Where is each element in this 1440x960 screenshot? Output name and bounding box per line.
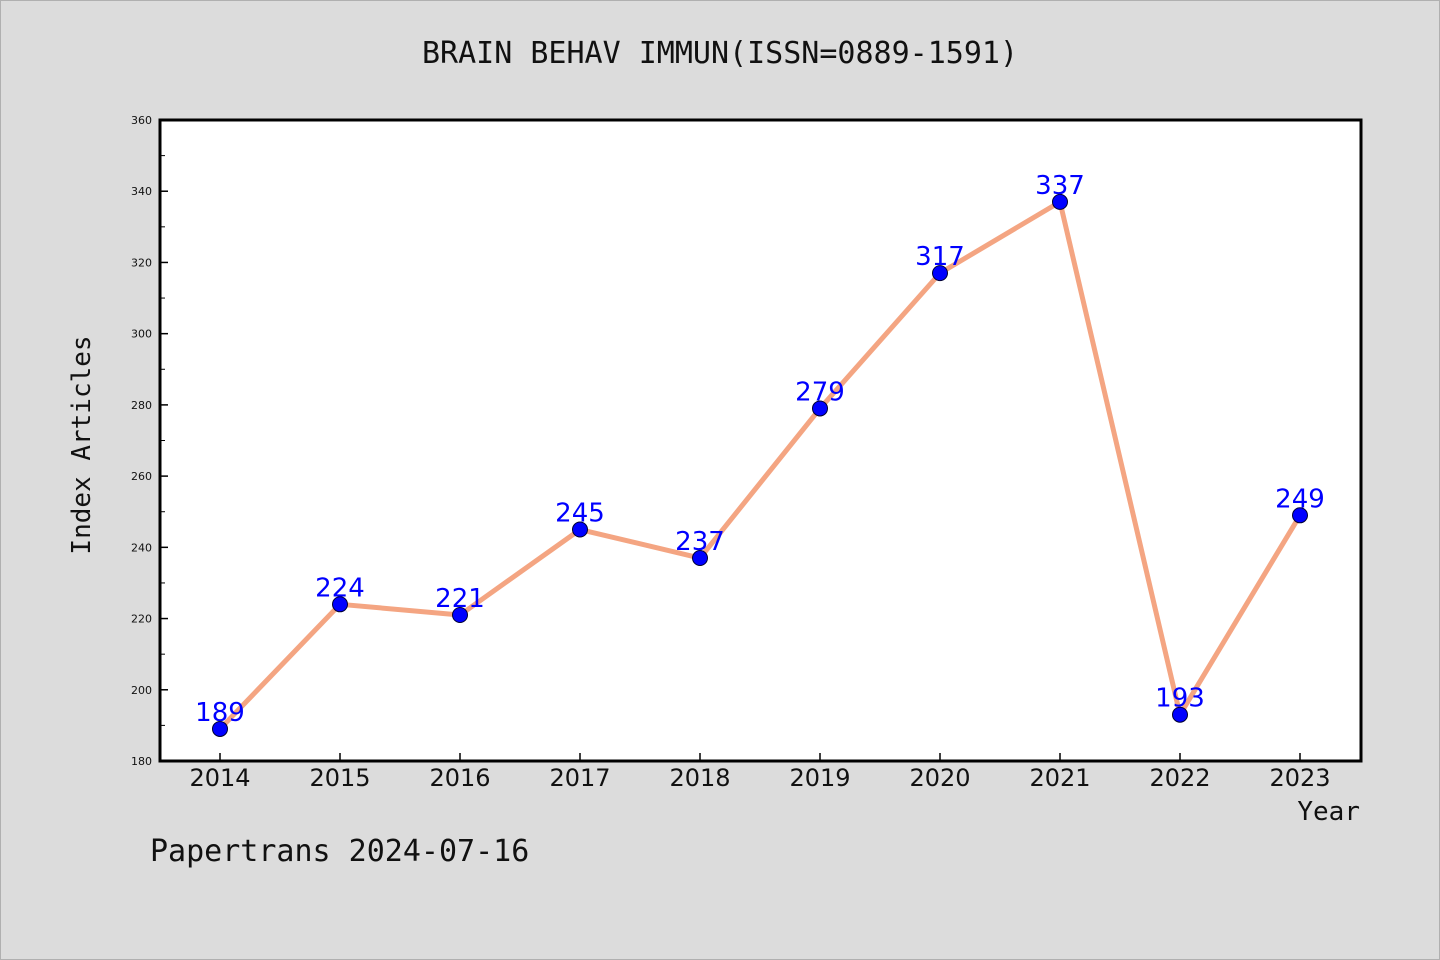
y-tick-label: 340 [131, 185, 152, 198]
data-labels: 189 224 221 245 237 279 317 337 193 249 [195, 171, 1325, 728]
data-point [692, 550, 708, 567]
data-label: 221 [435, 584, 485, 614]
x-axis: 2014 2015 2016 2017 2018 2019 2020 2021 2022 2023 [189, 753, 1331, 792]
y-tick-label: 180 [131, 755, 152, 768]
y-tick-label: 240 [131, 541, 152, 554]
data-label: 193 [1155, 684, 1205, 714]
data-markers [212, 193, 1308, 737]
x-tick-label: 2019 [789, 764, 850, 792]
y-tick-label: 280 [131, 399, 152, 412]
data-label: 224 [315, 573, 365, 603]
plot-area [158, 118, 1363, 763]
y-tick-label: 320 [131, 256, 152, 269]
y-axis-label: Index Articles [67, 335, 97, 554]
footer-note: Papertrans 2024-07-16 [150, 834, 530, 869]
data-point [1172, 706, 1188, 723]
data-label: 317 [915, 242, 965, 272]
chart-title: BRAIN BEHAV IMMUN(ISSN=0889-1591) [421, 36, 1019, 71]
y-tick-label: 360 [131, 114, 152, 127]
data-label: 189 [195, 698, 245, 728]
x-axis-label: Year [1297, 797, 1360, 827]
data-point [932, 265, 948, 282]
x-tick-label: 2023 [1269, 764, 1330, 792]
data-point [572, 521, 588, 538]
x-tick-label: 2021 [1029, 764, 1090, 792]
x-tick-label: 2016 [429, 764, 490, 792]
data-label: 279 [795, 377, 845, 407]
y-tick-label: 300 [131, 328, 152, 341]
y-tick-label: 220 [131, 613, 152, 626]
data-label: 249 [1275, 484, 1325, 514]
x-tick-label: 2014 [189, 764, 250, 792]
x-tick-label: 2020 [909, 764, 970, 792]
x-tick-label: 2017 [549, 764, 610, 792]
data-point [332, 596, 348, 613]
y-tick-label: 200 [131, 684, 152, 697]
data-point [212, 720, 228, 737]
x-tick-label: 2018 [669, 764, 730, 792]
y-tick-label: 260 [131, 470, 152, 483]
y-axis: 180 200 220 240 260 280 300 320 340 360 [131, 114, 168, 768]
data-point [452, 606, 468, 623]
data-label: 237 [675, 527, 725, 557]
data-point [812, 400, 828, 417]
x-tick-label: 2015 [309, 764, 370, 792]
data-label: 337 [1035, 171, 1085, 201]
data-point [1292, 507, 1308, 524]
series-line [218, 199, 1303, 731]
x-tick-label: 2022 [1149, 764, 1210, 792]
data-label: 245 [555, 499, 605, 529]
data-point [1052, 193, 1068, 210]
